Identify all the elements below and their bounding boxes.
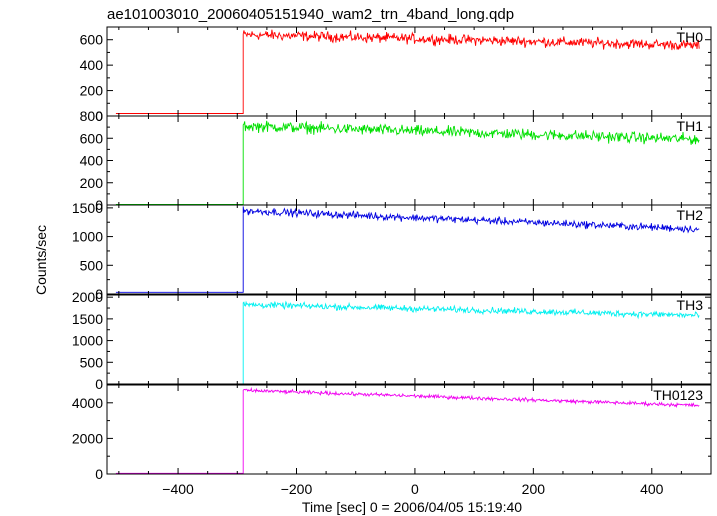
series-line-th0123: [115, 386, 700, 474]
panel-frame: [106, 26, 712, 117]
y-tick-label: 0: [95, 108, 103, 124]
y-tick-label: 0: [95, 197, 103, 213]
series-line-th2: [115, 206, 700, 293]
y-tick-label: 0: [95, 286, 103, 302]
y-tick-label: 0: [95, 466, 103, 482]
y-tick-label: 2000: [72, 289, 103, 305]
panel-th0: 0 200 400 600 TH0: [80, 26, 712, 124]
panel-th1: 0 200 400 600 800 TH1: [80, 108, 712, 213]
y-tick-label: 400: [80, 57, 104, 73]
panel-th0123: 0 2000 4000 TH0123: [72, 384, 712, 482]
panel-label-th0123: TH0123: [653, 387, 703, 403]
x-tick-label: 0: [411, 481, 419, 497]
y-tick-label: 1500: [72, 200, 103, 216]
panel-label-th1: TH1: [677, 118, 704, 134]
y-tick-label: 0: [95, 376, 103, 392]
series-line-th3: [115, 300, 700, 385]
y-axis-label: Counts/sec: [33, 225, 49, 295]
y-tick-label: 500: [80, 257, 104, 273]
y-tick-label: 800: [80, 108, 104, 124]
chart-title: ae101003010_20060405151940_wam2_trn_4ban…: [107, 6, 514, 23]
panel-label-th0: TH0: [677, 29, 704, 45]
x-axis-label: Time [sec] 0 = 2006/04/05 15:19:40: [302, 499, 522, 515]
panel-label-th3: TH3: [677, 297, 704, 313]
y-tick-label: 600: [80, 130, 104, 146]
y-tick-label: 500: [80, 354, 104, 370]
panel-frame: [106, 204, 712, 295]
panel-frame: [106, 384, 712, 475]
x-tick-label: −200: [281, 481, 313, 497]
x-tick-label: 400: [640, 481, 664, 497]
y-tick-label: 200: [80, 83, 104, 99]
panel-label-th2: TH2: [677, 207, 704, 223]
y-tick-label: 1000: [72, 229, 103, 245]
panel-frame: [106, 294, 712, 385]
y-tick-label: 4000: [72, 395, 103, 411]
y-tick-label: 600: [80, 32, 104, 48]
y-tick-label: 1000: [72, 333, 103, 349]
x-tick-label: −400: [162, 481, 194, 497]
y-tick-label: 200: [80, 175, 104, 191]
panel-th2: 0 500 1000 1500 TH2: [72, 200, 712, 302]
series-line-th1: [115, 120, 700, 205]
x-tick-labels: −400 −200 0 200 400: [162, 481, 663, 497]
y-tick-label: 400: [80, 153, 104, 169]
y-tick-label: 1500: [72, 311, 103, 327]
series-line-th0: [115, 29, 700, 114]
x-tick-label: 200: [522, 481, 546, 497]
panel-th3: 0 500 1000 1500 2000 TH3: [72, 289, 712, 392]
panels-group: 0 200 400 600 TH0 0 200 400 600 800 TH1 0 500 1000 150…: [72, 26, 712, 482]
y-tick-label: 2000: [72, 430, 103, 446]
